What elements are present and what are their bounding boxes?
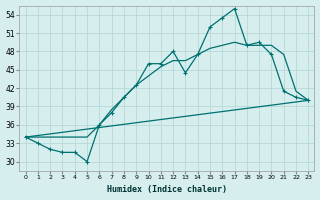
X-axis label: Humidex (Indice chaleur): Humidex (Indice chaleur): [107, 185, 227, 194]
